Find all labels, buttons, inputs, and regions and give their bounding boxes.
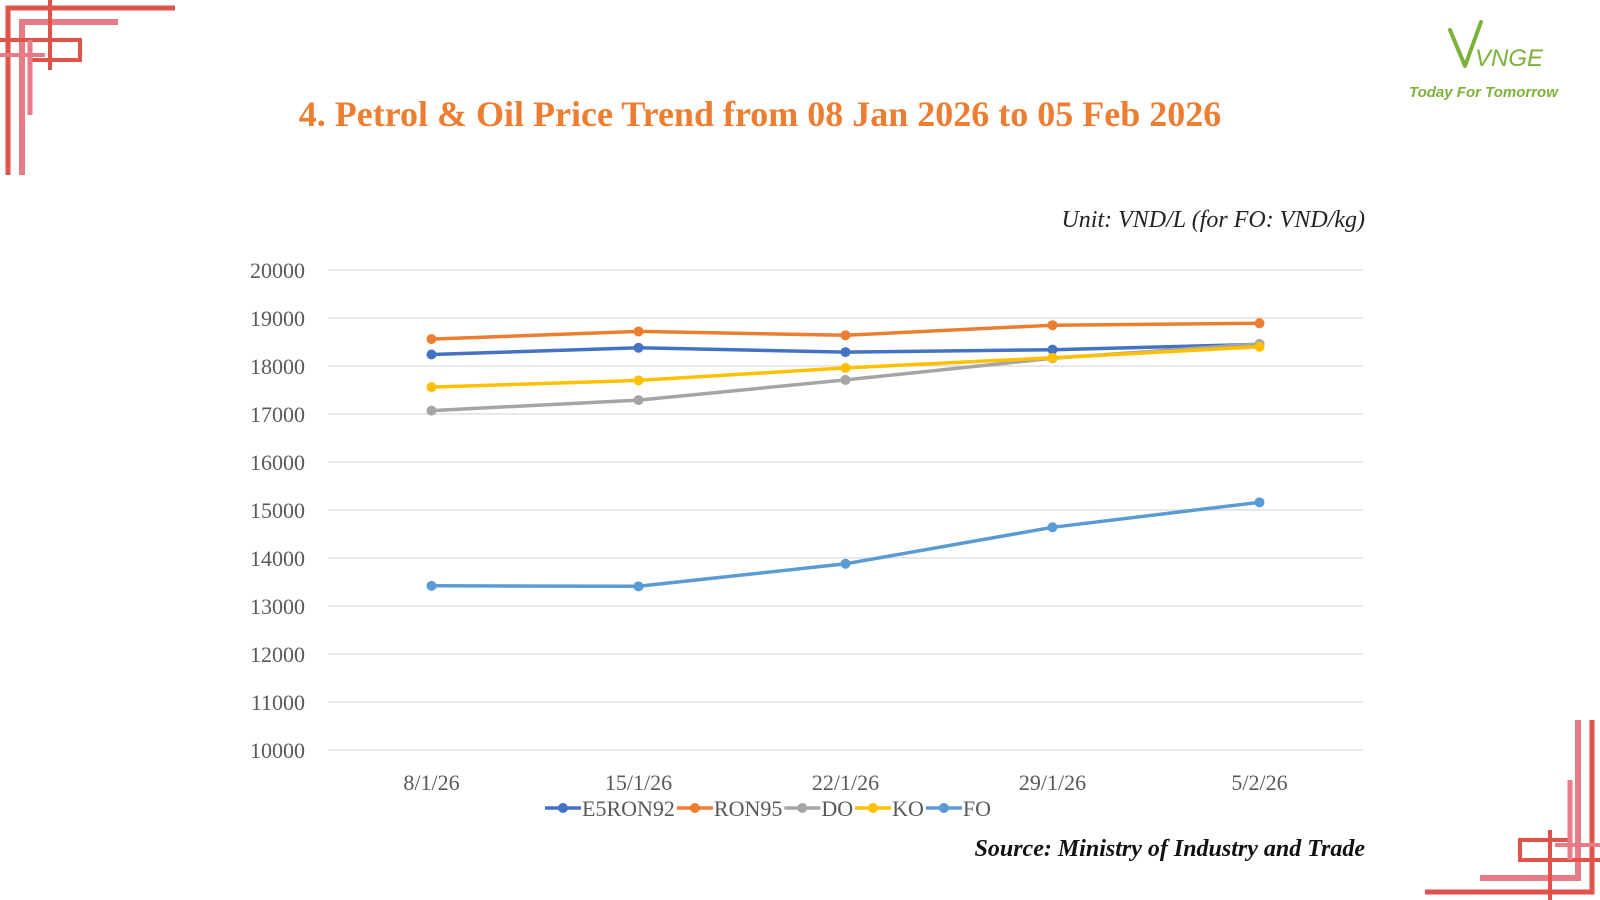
y-tick-label: 19000 xyxy=(250,306,305,331)
x-tick-label: 29/1/26 xyxy=(1019,770,1086,795)
x-tick-label: 22/1/26 xyxy=(812,770,879,795)
y-tick-label: 10000 xyxy=(250,738,305,763)
data-point xyxy=(426,405,437,416)
legend: E5RON92 RON95 DO KO FO xyxy=(545,796,991,821)
legend-label: KO xyxy=(892,796,924,821)
legend-swatch-marker xyxy=(868,803,879,813)
vnge-logo-mark: VNGE xyxy=(1448,20,1544,72)
unit-note: Unit: VND/L (for FO: VND/kg) xyxy=(1061,207,1365,233)
legend-swatch-marker xyxy=(938,803,949,813)
corner-ornament-top-left xyxy=(0,0,175,175)
data-point xyxy=(1254,497,1265,508)
legend-label: FO xyxy=(963,796,991,821)
legend-label: DO xyxy=(821,796,853,821)
y-axis-ticks: 10000 11000 12000 13000 14000 15000 16000 17000… xyxy=(250,258,305,763)
data-point xyxy=(633,326,644,337)
y-tick-label: 13000 xyxy=(250,594,305,619)
corner-ornament-bottom-right xyxy=(1425,720,1600,900)
brand-logo: VNGE Today For Tomorrow xyxy=(1405,18,1585,108)
data-point xyxy=(1047,352,1058,363)
data-point xyxy=(1254,318,1265,329)
legend-swatch-marker xyxy=(558,803,568,813)
y-tick-label: 15000 xyxy=(250,498,305,523)
x-tick-label: 8/1/26 xyxy=(403,770,459,795)
legend-label: RON95 xyxy=(714,796,782,821)
data-point xyxy=(1047,320,1058,331)
legend-item: FO xyxy=(925,796,991,821)
data-point xyxy=(426,580,437,591)
y-tick-label: 16000 xyxy=(250,450,305,475)
series-e5ron92 xyxy=(426,339,1265,360)
legend-item: KO xyxy=(855,796,924,821)
y-tick-label: 14000 xyxy=(250,546,305,571)
y-tick-label: 18000 xyxy=(250,354,305,379)
x-axis-ticks: 8/1/26 15/1/26 22/1/26 29/1/26 5/2/26 xyxy=(403,770,1287,795)
logo-tagline: Today For Tomorrow xyxy=(1409,84,1558,101)
series-line xyxy=(431,500,1260,589)
data-point xyxy=(840,558,851,569)
y-tick-label: 11000 xyxy=(251,690,305,715)
data-point xyxy=(426,382,437,393)
legend-item: DO xyxy=(784,796,853,821)
logo-text: VNGE xyxy=(1475,45,1544,72)
legend-swatch-marker xyxy=(689,803,700,813)
y-tick-label: 17000 xyxy=(250,402,305,427)
data-point xyxy=(840,330,851,341)
data-point xyxy=(1047,344,1058,355)
page-title: 4. Petrol & Oil Price Trend from 08 Jan … xyxy=(298,94,1222,134)
legend-swatch-marker xyxy=(797,803,808,813)
data-point xyxy=(426,349,437,360)
data-point xyxy=(633,342,644,353)
data-point xyxy=(633,375,644,386)
y-tick-label: 20000 xyxy=(250,258,305,283)
legend-label: E5RON92 xyxy=(582,796,675,821)
data-point xyxy=(1047,522,1058,533)
series-layer xyxy=(426,318,1265,592)
data-point xyxy=(633,395,644,406)
legend-item: RON95 xyxy=(676,796,782,821)
y-tick-label: 12000 xyxy=(250,642,305,667)
series-ko xyxy=(426,341,1265,393)
data-point xyxy=(840,362,851,373)
legend-item: E5RON92 xyxy=(545,796,675,821)
series-ron95 xyxy=(426,318,1265,345)
data-point xyxy=(633,581,644,592)
data-point xyxy=(1254,341,1265,352)
source-note: Source: Ministry of Industry and Trade xyxy=(974,836,1366,862)
x-tick-label: 15/1/26 xyxy=(605,770,672,795)
series-fo xyxy=(426,497,1265,592)
x-tick-label: 5/2/26 xyxy=(1231,770,1287,795)
data-point xyxy=(426,334,437,345)
data-point xyxy=(840,374,851,385)
data-point xyxy=(840,347,851,358)
